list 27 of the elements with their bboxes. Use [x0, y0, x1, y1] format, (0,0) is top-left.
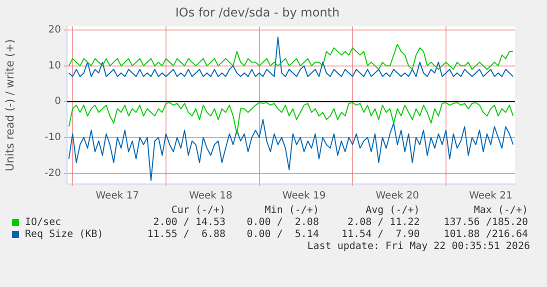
- text: 11.55 / 6.88: [146, 229, 227, 241]
- text: 0.00 / 5.14: [246, 229, 320, 241]
- x-tick-label: Week 20: [376, 190, 420, 202]
- text: Last update: Fri May 22 00:35:51 2026: [306, 241, 530, 253]
- x-tick-label: Week 18: [189, 190, 232, 202]
- x-tick-label: Week 17: [96, 190, 140, 202]
- y-tick-label: 20: [48, 24, 61, 36]
- legend-label: IO/sec: [25, 217, 62, 228]
- text: 2.08 / 11.22: [346, 217, 421, 229]
- text: 2.00 / 14.53: [152, 217, 227, 229]
- chart-title: IOs for /dev/sda - by month: [175, 5, 340, 20]
- x-tick-label: Week 21: [469, 190, 512, 202]
- text: Avg (-/+): [364, 205, 421, 217]
- text: 137.56 /185.20: [442, 217, 529, 229]
- y-tick-label: 0: [54, 96, 61, 108]
- text: Min (-/+): [264, 205, 320, 217]
- text: Max (-/+): [472, 205, 529, 217]
- text: 11.54 / 7.90: [340, 229, 421, 241]
- y-tick-label: -10: [44, 132, 61, 144]
- x-tick-label: Week 19: [282, 190, 326, 202]
- text: 0.00 / 2.08: [246, 217, 320, 229]
- legend-label: Req Size (KB): [25, 229, 104, 240]
- text: Cur (-/+): [170, 205, 227, 217]
- y-tick-label: -20: [44, 168, 61, 179]
- y-tick-label: 10: [48, 60, 61, 72]
- y-axis-title: Units read (-) / write (+): [3, 39, 16, 172]
- text: 101.88 /216.64: [442, 229, 529, 241]
